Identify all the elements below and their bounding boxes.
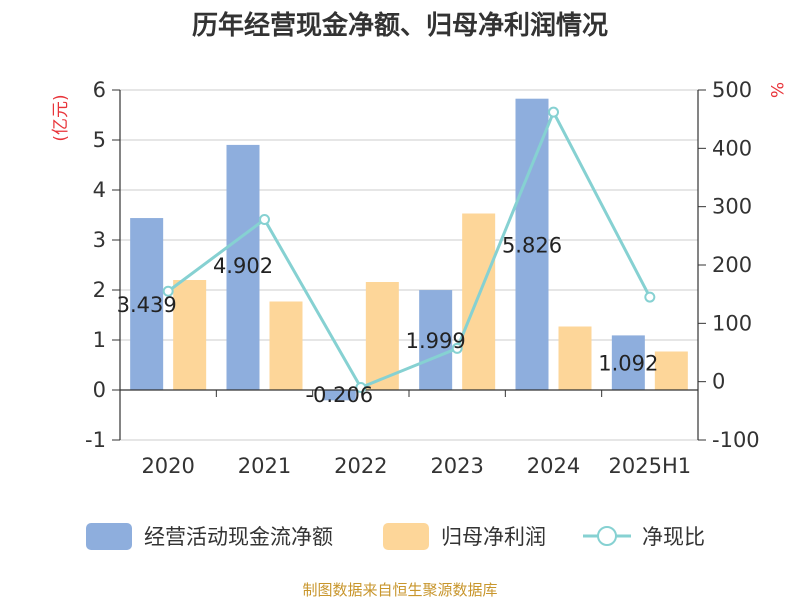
left-tick-label: 1: [93, 328, 106, 352]
ratio-line: [162, 106, 656, 393]
ratio-polyline: [167, 108, 652, 390]
grid-lines: [120, 89, 698, 441]
bar-net-profit: [269, 301, 303, 390]
bar-net-profit: [173, 280, 207, 390]
ratio-point: [259, 214, 270, 225]
left-tick-label: 4: [93, 178, 106, 202]
left-axis-unit: (亿元): [51, 94, 71, 141]
right-tick-label: 300: [712, 195, 752, 219]
legend-swatch-cashflow: [86, 523, 132, 550]
chart-title: 历年经营现金净额、归母净利润情况: [192, 10, 608, 41]
left-tick-label: 0: [93, 378, 106, 402]
right-tick-label: -100: [712, 428, 760, 452]
legend-label-cashflow: 经营活动现金流净额: [144, 525, 333, 549]
category-label: 2022: [334, 454, 387, 478]
right-tick-label: 100: [712, 311, 752, 335]
bars: [130, 98, 688, 401]
category-label: 2025H1: [609, 454, 692, 478]
bar-net-profit: [654, 351, 688, 390]
bar-value-label: -0.206: [305, 383, 373, 407]
source-text: 制图数据来自恒生聚源数据库: [302, 581, 497, 599]
tick-labels: -1 0 1 2 3 4 5 6 -100 0 100 200 300 400 500 2020 2021 202…: [85, 78, 760, 478]
bar-net-profit: [462, 213, 496, 390]
legend-swatch-net-profit: [383, 523, 429, 550]
category-label: 2020: [141, 454, 194, 478]
category-label: 2024: [527, 454, 580, 478]
ratio-point: [451, 342, 463, 354]
bar-cashflow: [515, 98, 549, 390]
bar-cashflow: [322, 390, 356, 401]
left-tick-label: 3: [93, 228, 106, 252]
ratio-point: [548, 106, 559, 118]
legend-marker-ratio: [597, 526, 617, 546]
left-tick-label: -1: [85, 428, 106, 452]
left-tick-label: 2: [93, 278, 106, 302]
bar-cashflow: [130, 218, 164, 390]
legend-label-ratio: 净现比: [642, 525, 705, 549]
bar-net-profit: [365, 282, 399, 390]
bar-value-label: 5.826: [502, 233, 562, 257]
left-tick-label: 5: [93, 128, 106, 152]
right-axis-unit: %: [766, 82, 786, 98]
ratio-point: [355, 382, 367, 393]
legend-label-net-profit: 归母净利润: [441, 525, 546, 549]
bar-net-profit: [558, 326, 592, 390]
bar-value-label: 1.999: [406, 329, 466, 353]
bar-cashflow: [611, 335, 645, 390]
left-tick-label: 6: [93, 78, 106, 102]
category-label: 2023: [430, 454, 483, 478]
bar-cashflow: [226, 144, 260, 390]
axes: [112, 89, 706, 441]
category-label: 2021: [238, 454, 291, 478]
legend: 经营活动现金流净额 归母净利润 净现比: [86, 523, 705, 550]
right-tick-label: 200: [712, 253, 752, 277]
ratio-point: [644, 291, 656, 303]
data-labels: 3.439 4.902 -0.206 1.999 5.826 1.092: [117, 233, 659, 407]
ratio-point: [162, 285, 174, 297]
right-tick-label: 400: [712, 136, 752, 160]
bar-value-label: 3.439: [117, 293, 177, 317]
bar-value-label: 1.092: [598, 352, 658, 376]
bar-value-label: 4.902: [213, 254, 273, 278]
bar-cashflow: [419, 290, 453, 390]
right-tick-label: 500: [712, 78, 752, 102]
right-tick-label: 0: [712, 370, 725, 394]
